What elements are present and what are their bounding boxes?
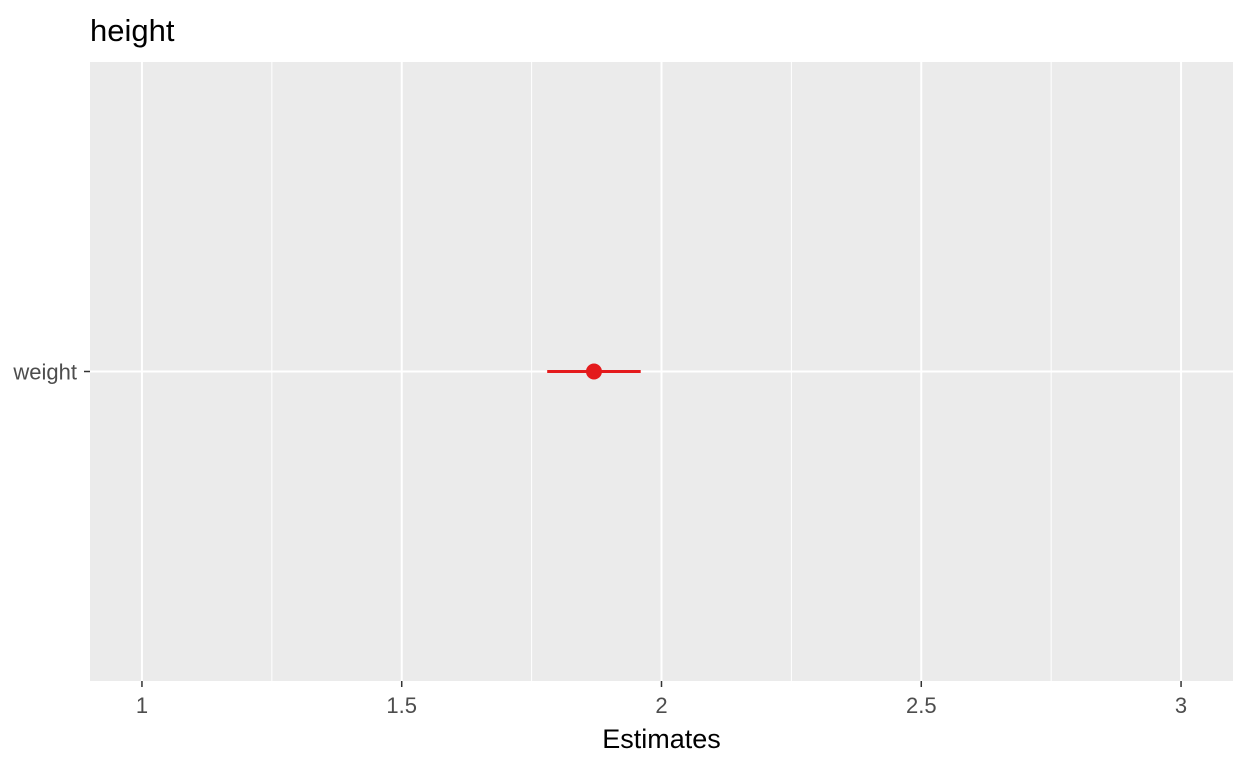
estimate-point (585, 363, 602, 380)
x-tick-label: 1 (136, 693, 148, 718)
major-gridlines (90, 62, 1233, 681)
chart-title: height (90, 13, 175, 48)
x-axis-title: Estimates (602, 724, 721, 754)
x-axis: 1 1.5 2 2.5 3 (136, 681, 1187, 718)
x-tick-label: 1.5 (386, 693, 417, 718)
y-tick-label: weight (12, 360, 77, 385)
estimate-marks (547, 363, 641, 380)
x-tick-label: 3 (1175, 693, 1187, 718)
x-tick-label: 2 (655, 693, 667, 718)
y-axis: weight (12, 360, 90, 385)
x-tick-label: 2.5 (906, 693, 937, 718)
